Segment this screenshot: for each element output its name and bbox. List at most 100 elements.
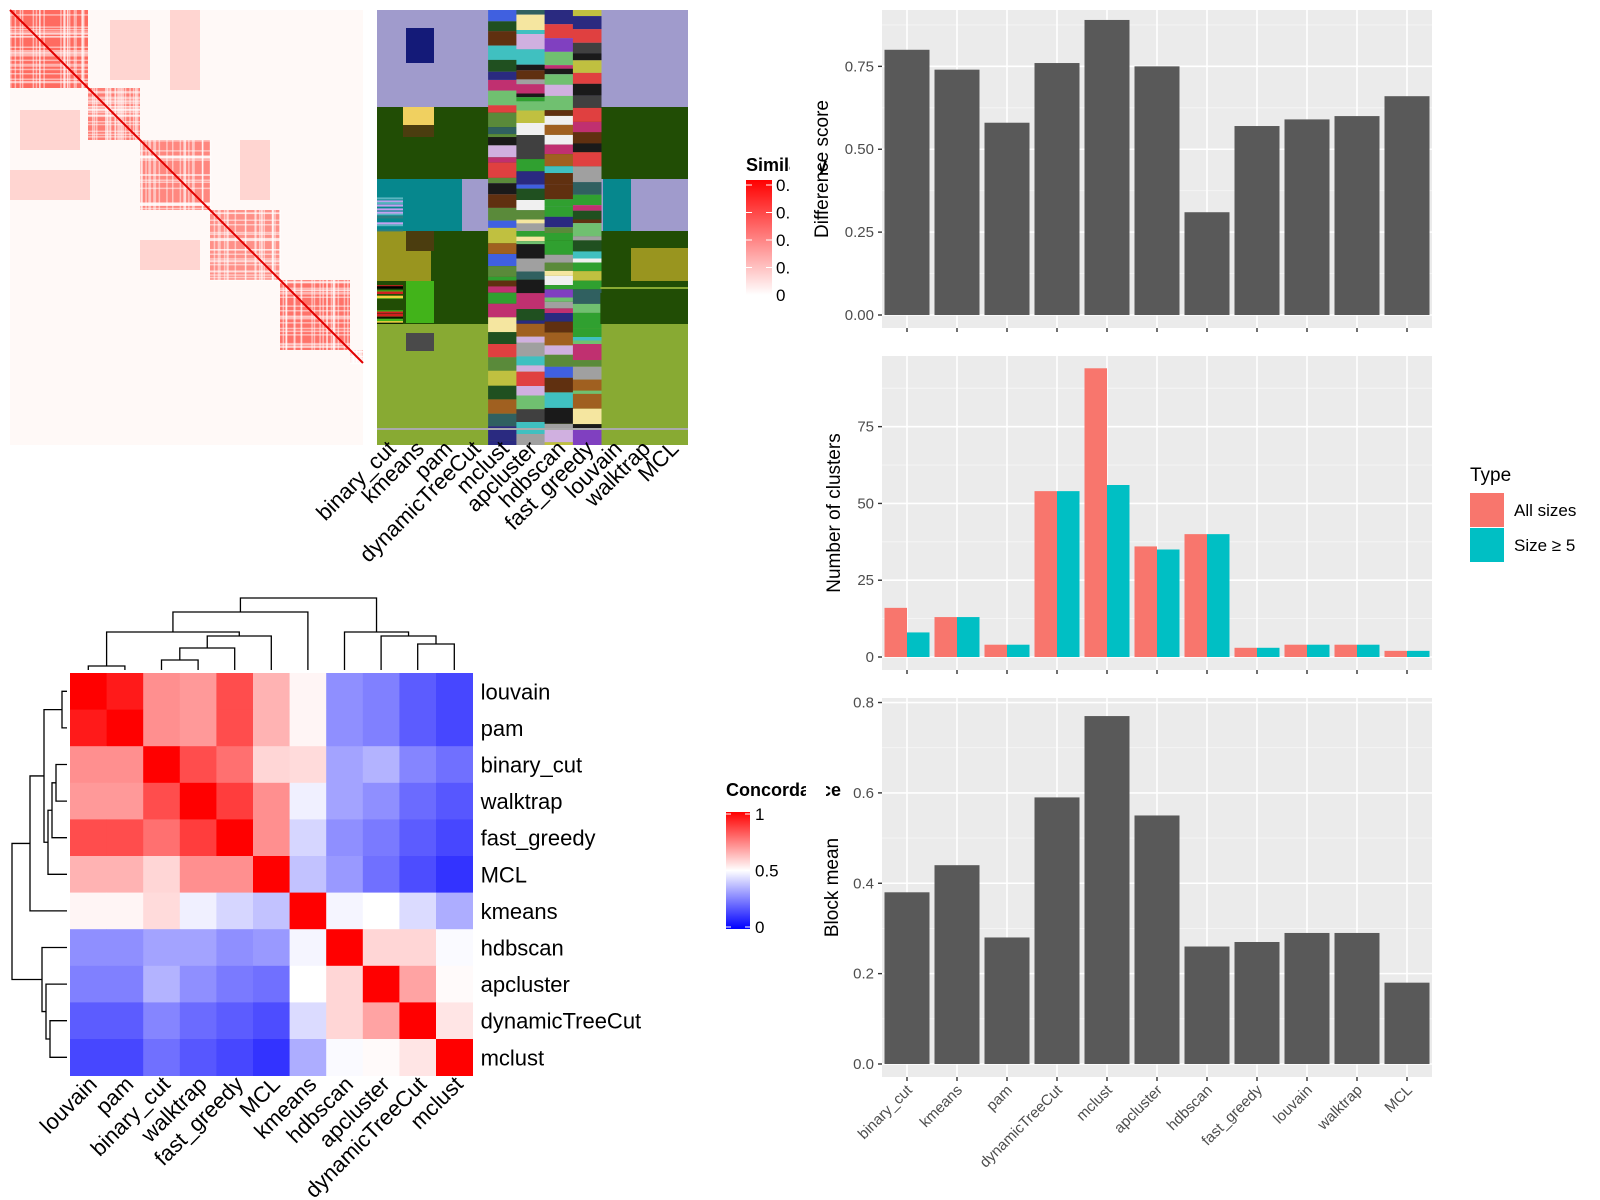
similarity-streak: [260, 210, 263, 280]
bar: [1384, 96, 1430, 315]
cluster-segment: [516, 236, 545, 242]
similarity-streak: [140, 155, 210, 158]
cluster-segment: [516, 409, 545, 423]
similarity-streak: [88, 123, 140, 126]
cluster-segment: [572, 143, 602, 153]
cluster-segment: [488, 80, 517, 91]
similarity-streak: [140, 156, 210, 158]
cluster-segment: [572, 408, 602, 425]
bar: [1034, 63, 1080, 315]
similarity-streak: [140, 207, 210, 210]
concordance-cell: [326, 819, 364, 857]
similarity-streak: [88, 108, 140, 110]
bar: [934, 865, 980, 1064]
similarity-streak: [353, 350, 355, 363]
cluster-streak: [377, 318, 403, 322]
concordance-cell: [216, 892, 254, 930]
similarity-streak: [10, 73, 88, 75]
y-tick-label: 75: [857, 419, 874, 436]
similarity-streak: [210, 279, 280, 282]
cluster-segment: [516, 135, 545, 147]
concordance-cell: [253, 746, 290, 784]
concordance-row-label: apcluster: [481, 972, 570, 997]
concordance-cell: [179, 856, 217, 893]
similarity-offblock: [110, 20, 150, 80]
bar: [984, 644, 1007, 657]
similarity-streak: [10, 10, 12, 88]
similarity-legend: Similarity 00.20.40.60.8: [746, 150, 827, 305]
cluster-segment: [572, 16, 602, 30]
x-tick-label: kmeans: [917, 1082, 966, 1131]
concordance-cell: [436, 892, 473, 930]
concordance-cell: [326, 746, 364, 784]
similarity-streak: [88, 115, 140, 118]
concordance-cell: [70, 819, 107, 857]
similarity-streak: [10, 35, 88, 38]
cluster-segment: [544, 51, 574, 66]
similarity-streak: [280, 310, 350, 312]
type-legend-label: All sizes: [1514, 501, 1576, 520]
similarity-streak: [140, 140, 210, 142]
concordance-cell: [179, 673, 217, 710]
similarity-offblock: [240, 140, 270, 200]
concordance-cell: [143, 819, 181, 857]
concordance-cell: [106, 1039, 144, 1076]
cluster-segment: [488, 207, 517, 221]
similarity-streak: [209, 140, 212, 210]
concordance-cell: [436, 1002, 473, 1040]
concordance-cell: [436, 965, 473, 1003]
cluster-streak: [377, 211, 403, 214]
similarity-streak: [141, 140, 143, 210]
similarity-streak: [280, 317, 350, 320]
type-legend: Type All sizes Size ≥ 5: [1470, 465, 1576, 562]
similarity-streak: [122, 88, 124, 140]
similarity-streak: [135, 88, 137, 140]
cluster-segment: [544, 227, 574, 233]
concordance-cell: [106, 892, 144, 930]
y-tick-label: 0.25: [845, 224, 874, 241]
cluster-segment: [572, 424, 602, 430]
cluster-segment: [516, 210, 545, 220]
concordance-cell: [362, 819, 400, 857]
concordance-cell: [253, 709, 290, 747]
similarity-streak: [294, 280, 296, 350]
cluster-segment: [516, 323, 545, 337]
cluster-segment: [572, 313, 602, 329]
cluster-segment: [572, 337, 602, 341]
similarity-streak: [10, 68, 88, 71]
cluster-segment: [516, 188, 545, 200]
similarity-streak: [88, 98, 140, 100]
similarity-streak: [280, 287, 350, 290]
bar: [1134, 66, 1180, 315]
concordance-cell: [143, 782, 181, 820]
cluster-segment: [544, 275, 574, 286]
similarity-streak: [63, 10, 65, 88]
concordance-cell: [70, 856, 107, 893]
similarity-streak: [280, 281, 350, 284]
cluster-segment: [544, 110, 574, 116]
cluster-segment: [516, 14, 545, 30]
concordance-row-label: louvain: [481, 679, 551, 704]
cluster-segment: [516, 200, 545, 211]
concordance-cell: [436, 746, 473, 784]
y-tick-label: 0.6: [853, 785, 874, 802]
concordance-cell: [362, 1002, 400, 1040]
cluster-segment: [488, 183, 517, 195]
y-tick-label: 0.75: [845, 58, 874, 75]
similarity-streak: [60, 10, 62, 88]
cluster-segment: [516, 271, 545, 280]
cluster-segment: [488, 71, 517, 80]
cluster-segment: [516, 101, 545, 111]
cluster-segment: [572, 166, 602, 183]
concordance-cell: [253, 856, 290, 893]
similarity-streak: [140, 204, 210, 206]
cluster-segment: [544, 428, 574, 443]
concordance-cell: [70, 673, 107, 710]
similarity-streak: [217, 210, 220, 280]
similarity-streak: [280, 327, 350, 330]
similarity-streak: [322, 280, 324, 350]
concordance-cell: [70, 965, 107, 1003]
similarity-streak: [272, 210, 274, 280]
cluster-segment: [572, 348, 602, 361]
similarity-streak: [347, 280, 349, 350]
